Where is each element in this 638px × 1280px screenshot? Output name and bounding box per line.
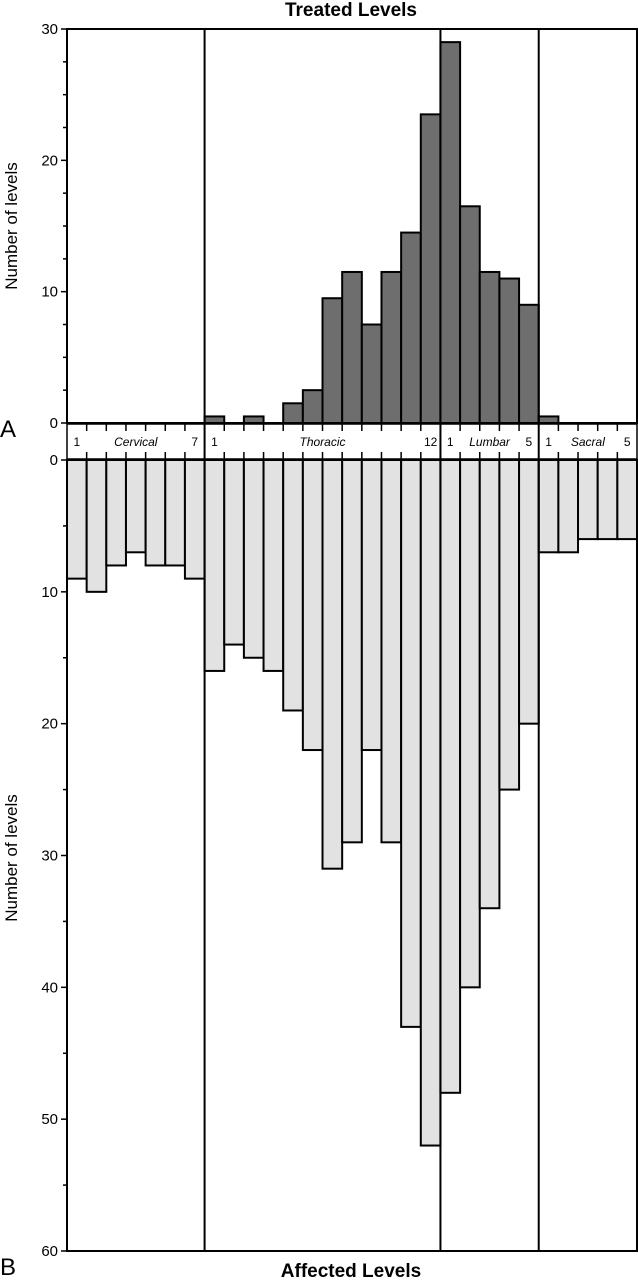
region-label-sacral: Sacral: [571, 435, 605, 449]
bar-a-L1: [439, 41, 462, 425]
panel-a-label: A: [0, 416, 16, 443]
bar-b-C3: [105, 459, 127, 567]
bar-b-C1: [66, 459, 88, 580]
bar-a-T10: [380, 270, 403, 425]
level-label-sacral-last: 5: [624, 435, 631, 449]
bar-b-T8: [341, 459, 363, 844]
level-label-thoracic-first: 1: [211, 435, 218, 449]
y-tick-label-b: 0: [50, 452, 58, 469]
level-label-cervical-last: 7: [191, 435, 198, 449]
bar-b-T4: [262, 459, 285, 672]
bar-a-T9: [360, 323, 383, 424]
bar-b-S3: [577, 459, 599, 541]
y-tick-label-a: 30: [41, 21, 58, 38]
level-axis-frame: [66, 423, 638, 460]
chart-b-plot: 0 10 20 30 40 50 60: [41, 452, 638, 1260]
y-tick-label-a: 10: [41, 284, 58, 301]
bar-b-T9: [360, 459, 383, 752]
y-tick-label-a: 20: [41, 152, 58, 169]
bar-b-L5: [518, 459, 540, 725]
bar-a-T12: [419, 113, 442, 424]
bar-a-L3: [478, 270, 501, 425]
bar-a-L4: [498, 277, 521, 424]
bar-a-T6: [301, 389, 324, 424]
bar-b-L2: [459, 459, 481, 989]
bar-a-L5: [518, 303, 540, 424]
bar-b-C2: [85, 459, 108, 593]
y-tick-label-b: 10: [41, 584, 58, 601]
level-label-cervical-first: 1: [73, 435, 80, 449]
bar-a-T7: [321, 297, 344, 425]
chart-a-frame: [66, 28, 638, 424]
bar-b-T2: [223, 459, 245, 646]
bar-b-T11: [400, 459, 422, 1028]
bar-b-C6: [164, 459, 186, 567]
bar-b-L1: [439, 459, 462, 1094]
bar-b-T6: [301, 459, 324, 752]
bar-b-T1: [203, 459, 226, 672]
bar-b-L3: [478, 459, 501, 910]
bar-a-T8: [341, 270, 363, 425]
panel-b-label: B: [0, 1254, 16, 1280]
chart-a-ylabel: Number of levels: [2, 162, 21, 290]
level-label-lumbar-last: 5: [526, 435, 533, 449]
bar-b-S4: [596, 459, 619, 541]
y-tick-label-a: 0: [50, 415, 58, 432]
y-tick-label-b: 20: [41, 716, 58, 733]
region-label-thoracic: Thoracic: [300, 435, 346, 449]
y-tick-label-b: 50: [41, 1111, 58, 1128]
chart-b-ylabel: Number of levels: [2, 794, 21, 922]
y-tick-label-b: 30: [41, 848, 58, 865]
chart-a-title: Treated Levels: [285, 0, 417, 21]
bar-b-S2: [557, 459, 580, 554]
plot-frames: [66, 28, 638, 1252]
bar-a-L2: [459, 205, 481, 424]
bar-b-T3: [242, 459, 265, 659]
bar-b-C4: [124, 459, 147, 554]
bar-b-S1: [537, 459, 560, 554]
bar-a-T5: [282, 402, 304, 424]
level-label-lumbar-first: 1: [447, 435, 454, 449]
bar-b-T5: [282, 459, 304, 712]
bar-b-T12: [419, 459, 442, 1147]
chart-a-plot: 0 10 20 30: [41, 21, 560, 432]
region-label-cervical: Cervical: [114, 435, 158, 449]
chart-b-frame: [66, 459, 638, 1252]
y-tick-label-b: 60: [41, 1243, 58, 1260]
bar-a-T11: [400, 231, 422, 424]
bar-b-T7: [321, 459, 344, 870]
y-tick-label-b: 40: [41, 979, 58, 996]
bar-b-S5: [616, 459, 638, 541]
level-label-thoracic-last: 12: [424, 435, 438, 449]
bar-b-L4: [498, 459, 521, 791]
region-dividers: [203, 29, 540, 1251]
region-label-lumbar: Lumbar: [469, 435, 511, 449]
bar-b-T10: [380, 459, 403, 844]
level-label-sacral-first: 1: [545, 435, 552, 449]
bar-b-C7: [183, 459, 206, 580]
chart-b-title: Affected Levels: [281, 1261, 421, 1280]
bar-b-C5: [144, 459, 167, 567]
